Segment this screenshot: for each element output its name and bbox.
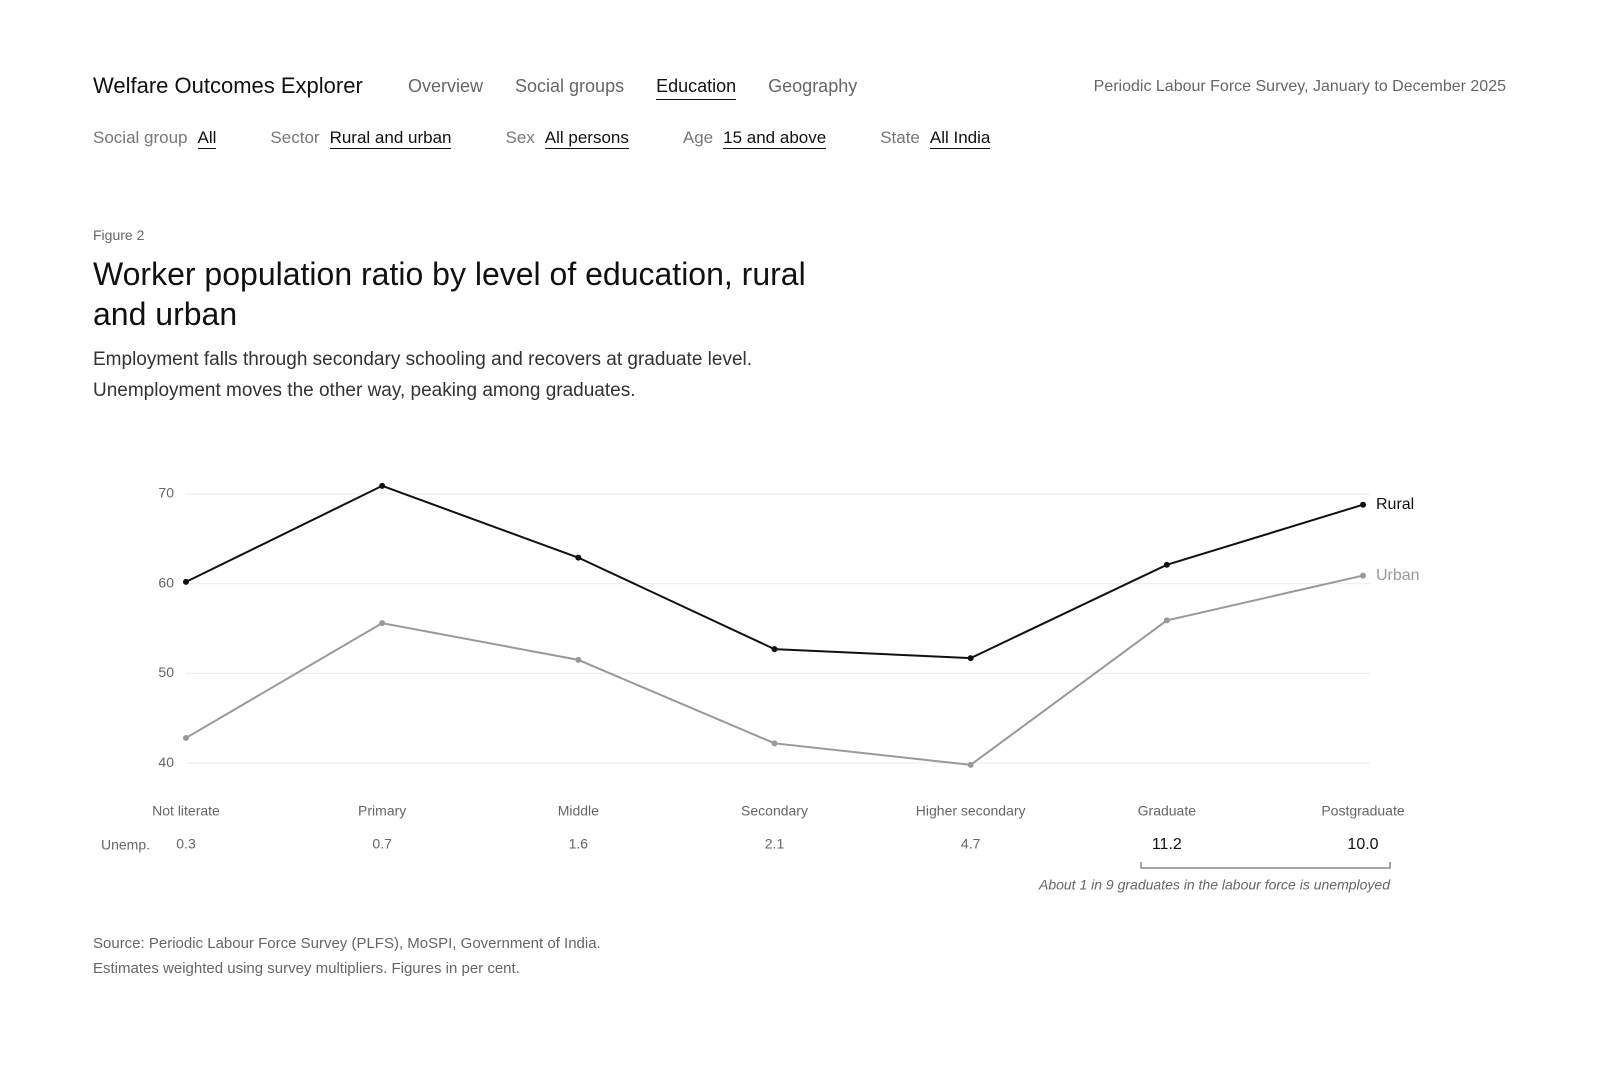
x-tick-label: Primary <box>358 803 406 819</box>
data-point <box>379 620 386 627</box>
nav-tab[interactable]: Overview <box>408 76 484 96</box>
unemp-value: 11.2 <box>1152 836 1182 853</box>
filter[interactable]: Social group All <box>93 128 217 149</box>
x-tick-label: Higher secondary <box>916 803 1026 819</box>
series-line <box>185 574 1364 766</box>
figure-subtitle: Employment falls through secondary schoo… <box>93 349 753 401</box>
x-tick-label: Postgraduate <box>1321 803 1404 819</box>
annotation: About 1 in 9 graduates in the labour for… <box>1038 877 1391 893</box>
survey-label: Periodic Labour Force Survey, January to… <box>1093 78 1506 95</box>
nav: Overview Social groups Education Geography <box>408 76 857 100</box>
filter[interactable]: Sector Rural and urban <box>270 128 452 149</box>
data-point <box>183 734 189 741</box>
filter-label: Sex <box>505 128 535 147</box>
y-tick-label: 50 <box>158 664 174 680</box>
data-point <box>379 482 386 489</box>
figure-label: Figure 2 <box>93 227 145 243</box>
figure-title: Worker population ratio by level of educ… <box>93 256 806 332</box>
y-tick-label: 70 <box>158 485 174 501</box>
data-point <box>1163 561 1170 568</box>
unemp-value: 2.1 <box>765 836 785 852</box>
data-point <box>1360 572 1366 579</box>
data-point <box>1360 501 1366 508</box>
filter-label: Social group <box>93 128 188 147</box>
filter-value[interactable]: All persons <box>544 128 629 149</box>
filter-value[interactable]: All <box>197 128 217 149</box>
y-tick-label: 60 <box>158 574 174 590</box>
filter-value[interactable]: 15 and above <box>723 128 827 149</box>
unemp-value: 4.7 <box>961 836 981 852</box>
x-tick-label: Secondary <box>741 803 808 819</box>
nav-tab[interactable]: Geography <box>768 76 858 96</box>
data-point <box>183 578 189 585</box>
bracket <box>1140 862 1391 869</box>
data-point <box>575 656 582 663</box>
filter-value[interactable]: All India <box>929 128 991 149</box>
data-point <box>575 554 582 561</box>
unemp-value: 10.0 <box>1347 836 1378 853</box>
filter-value[interactable]: Rural and urban <box>329 128 452 149</box>
filter[interactable]: Age 15 and above <box>682 128 827 149</box>
filter-label: Age <box>682 128 714 147</box>
series-line <box>185 484 1364 660</box>
y-tick-label: 40 <box>158 754 174 770</box>
data-point <box>1163 617 1170 624</box>
nav-tab[interactable]: Education <box>656 76 737 100</box>
app-title: Welfare Outcomes Explorer <box>93 73 363 98</box>
x-tick-label: Not literate <box>152 803 220 819</box>
unemp-value: 0.3 <box>176 836 196 852</box>
x-tick-label: Graduate <box>1138 803 1197 819</box>
source-line: Estimates weighted using survey multipli… <box>93 960 520 977</box>
source-line: Source: Periodic Labour Force Survey (PL… <box>93 935 601 952</box>
nav-tab[interactable]: Social groups <box>515 76 625 96</box>
filter[interactable]: Sex All persons <box>505 128 629 149</box>
series-label: Rural <box>1376 496 1414 513</box>
unemp-value: 1.6 <box>569 836 589 852</box>
filter-label: State <box>880 128 920 147</box>
data-point <box>967 655 974 662</box>
unemp-value: 0.7 <box>372 836 392 852</box>
unemp-label: Unemp. <box>101 837 150 853</box>
data-point <box>771 646 778 653</box>
filter[interactable]: State All India <box>880 128 991 149</box>
filter-label: Sector <box>270 128 320 147</box>
data-point <box>771 740 778 747</box>
filters: Social group All Sector Rural and urban Sex A… <box>93 128 991 149</box>
source: Source: Periodic Labour Force Survey (PL… <box>93 931 601 981</box>
x-tick-label: Middle <box>558 803 599 819</box>
series-label: Urban <box>1376 567 1420 584</box>
data-point <box>967 761 974 768</box>
